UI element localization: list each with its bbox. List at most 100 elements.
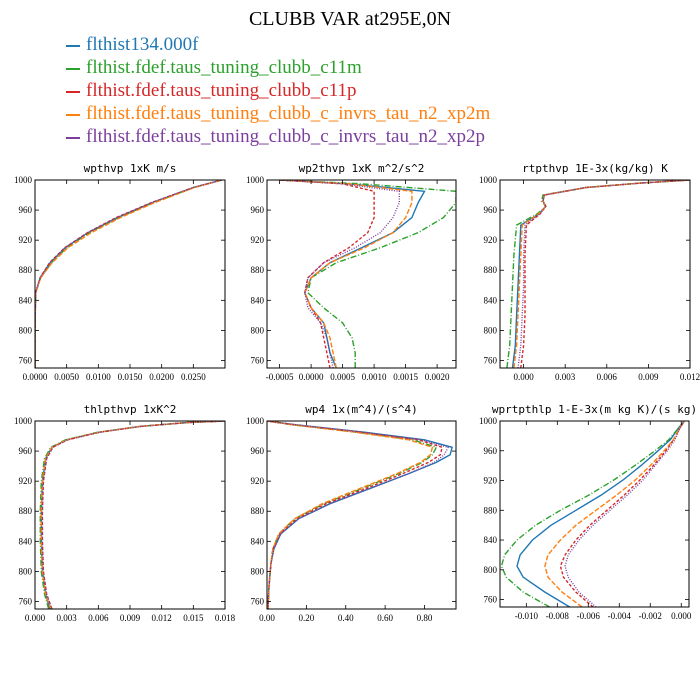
series-line bbox=[506, 180, 690, 368]
y-tick-label: 880 bbox=[484, 265, 498, 275]
y-tick-label: 760 bbox=[251, 596, 265, 606]
y-tick-label: 960 bbox=[251, 446, 265, 456]
chart-panel: wp4 1x(m^4)/(s^4) 0.00 0.20 0.40 0.60 0.80 760… bbox=[246, 403, 457, 623]
y-tick-label: 960 bbox=[19, 446, 33, 456]
x-tick-label: 0.009 bbox=[638, 372, 659, 382]
y-tick-label: 880 bbox=[251, 265, 265, 275]
panel-title: wprtpthlp 1-E-3x(m kg K)/(s kg) bbox=[492, 403, 697, 416]
series-line bbox=[35, 180, 222, 368]
x-tick-label: 0.0050 bbox=[54, 372, 79, 382]
y-tick-label: 920 bbox=[484, 476, 498, 486]
y-tick-label: 840 bbox=[19, 295, 33, 305]
y-tick-label: 800 bbox=[251, 566, 265, 576]
legend-label: flthist.fdef.taus_tuning_clubb_c_invrs_t… bbox=[86, 103, 491, 124]
y-tick-label: 760 bbox=[19, 355, 33, 365]
y-tick-label: 960 bbox=[251, 205, 265, 215]
y-tick-label: 1000 bbox=[479, 416, 498, 426]
series-line bbox=[513, 180, 690, 368]
series-line bbox=[35, 180, 222, 368]
y-tick-label: 1000 bbox=[246, 175, 265, 185]
series-line bbox=[279, 180, 426, 368]
x-tick-label: 0.60 bbox=[377, 613, 393, 623]
y-tick-label: 920 bbox=[19, 476, 33, 486]
x-tick-label: 0.0005 bbox=[330, 372, 355, 382]
plot-frame bbox=[266, 179, 457, 369]
y-tick-label: 760 bbox=[484, 355, 498, 365]
x-tick-label: 0.009 bbox=[120, 613, 141, 623]
x-tick-label: 0.40 bbox=[338, 613, 354, 623]
x-tick-label: 0.000 bbox=[513, 372, 534, 382]
series-line bbox=[40, 421, 225, 609]
x-tick-label: 0.0200 bbox=[149, 372, 174, 382]
series-line bbox=[516, 421, 685, 607]
panel-title: wp2thvp 1xK m^2/s^2 bbox=[299, 162, 425, 175]
legend-swatch bbox=[66, 136, 80, 139]
x-tick-label: 0.018 bbox=[215, 613, 236, 623]
x-tick-label: -0.006 bbox=[577, 611, 601, 621]
y-tick-label: 920 bbox=[251, 235, 265, 245]
panel-title: wpthvp 1xK m/s bbox=[84, 162, 177, 175]
legend-item: flthist.fdef.taus_tuning_clubb_c11p bbox=[66, 79, 490, 102]
panel-title: wp4 1x(m^4)/(s^4) bbox=[305, 403, 418, 416]
series-line bbox=[511, 180, 690, 368]
legend-item: flthist.fdef.taus_tuning_clubb_c11m bbox=[66, 56, 490, 79]
x-tick-label: 0.00 bbox=[259, 613, 275, 623]
y-tick-label: 840 bbox=[251, 536, 265, 546]
x-tick-label: 0.0000 bbox=[23, 372, 48, 382]
legend-item: flthist.fdef.taus_tuning_clubb_c_invrs_t… bbox=[66, 125, 490, 148]
plot-frame bbox=[499, 420, 690, 608]
series-line bbox=[267, 421, 444, 609]
x-tick-label: 0.0250 bbox=[181, 372, 206, 382]
chart-panel: rtpthvp 1E-3x(kg/kg) K 0.000 0.003 0.006 0.0… bbox=[479, 162, 700, 382]
series-line bbox=[41, 421, 225, 609]
y-tick-label: 800 bbox=[19, 325, 33, 335]
x-tick-label: 0.000 bbox=[25, 613, 46, 623]
y-tick-label: 760 bbox=[484, 595, 498, 605]
series-line bbox=[35, 180, 222, 368]
x-tick-label: -0.008 bbox=[546, 611, 570, 621]
y-tick-label: 840 bbox=[251, 295, 265, 305]
chart-panel: wpthvp 1xK m/s 0.0000 0.0050 0.0100 0.0150 0.… bbox=[14, 162, 226, 382]
y-tick-label: 800 bbox=[484, 325, 498, 335]
x-tick-label: 0.0010 bbox=[362, 372, 387, 382]
series-line bbox=[544, 421, 685, 607]
plot-frame bbox=[34, 420, 226, 610]
series-line bbox=[500, 421, 685, 607]
y-tick-label: 760 bbox=[19, 596, 33, 606]
series-line bbox=[40, 421, 225, 609]
x-tick-label: 0.0100 bbox=[86, 372, 111, 382]
x-tick-label: 0.20 bbox=[299, 613, 315, 623]
panel-title: thlpthvp 1xK^2 bbox=[84, 403, 177, 416]
series-line bbox=[564, 421, 685, 607]
plot-frame bbox=[499, 179, 691, 369]
x-tick-label: 0.0150 bbox=[118, 372, 143, 382]
legend-label: flthist.fdef.taus_tuning_clubb_c11m bbox=[86, 57, 362, 78]
legend-swatch bbox=[66, 90, 80, 93]
legend-label: flthist134.000f bbox=[86, 34, 199, 55]
y-tick-label: 800 bbox=[19, 566, 33, 576]
series-line bbox=[279, 180, 456, 368]
y-tick-label: 1000 bbox=[14, 175, 33, 185]
series-line bbox=[267, 421, 453, 609]
plot-frame bbox=[266, 420, 457, 610]
series-line bbox=[517, 180, 690, 368]
x-tick-label: -0.0005 bbox=[266, 372, 294, 382]
x-tick-label: 0.006 bbox=[88, 613, 109, 623]
series-line bbox=[39, 421, 225, 609]
x-tick-label: 0.0015 bbox=[393, 372, 418, 382]
series-line bbox=[41, 421, 225, 609]
legend-label: flthist.fdef.taus_tuning_clubb_c11p bbox=[86, 80, 357, 101]
series-line bbox=[279, 180, 413, 368]
x-tick-label: 0.003 bbox=[57, 613, 78, 623]
y-tick-label: 760 bbox=[251, 355, 265, 365]
x-tick-label: 0.012 bbox=[680, 372, 700, 382]
y-tick-label: 920 bbox=[19, 235, 33, 245]
legend-swatch bbox=[66, 67, 80, 70]
y-tick-label: 920 bbox=[484, 235, 498, 245]
legend-swatch bbox=[66, 44, 80, 47]
y-tick-label: 960 bbox=[19, 205, 33, 215]
legend-swatch bbox=[66, 113, 80, 116]
legend-item: flthist.fdef.taus_tuning_clubb_c_invrs_t… bbox=[66, 102, 490, 125]
y-tick-label: 960 bbox=[484, 446, 498, 456]
